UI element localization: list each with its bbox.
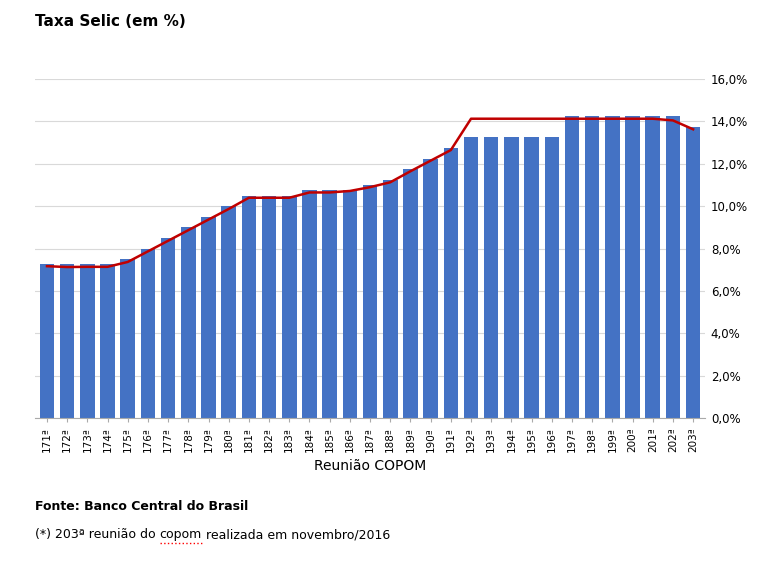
Bar [545,137,559,418]
Bar [222,206,236,418]
Bar [100,264,115,418]
Bar [80,264,95,418]
Text: Fonte: Banco Central do Brasil: Fonte: Banco Central do Brasil [35,500,248,513]
Bar [40,264,54,418]
Bar [161,238,175,418]
Bar [565,116,579,418]
Bar [322,190,337,418]
Bar [625,116,640,418]
Bar [141,249,155,418]
Text: (*) 203ª reunião do: (*) 203ª reunião do [35,528,160,541]
Text: realizada em novembro/2016: realizada em novembro/2016 [202,528,390,541]
Bar [423,159,438,418]
Bar [686,127,701,418]
Bar [181,228,195,418]
Bar [666,116,680,418]
Bar [343,190,357,418]
Bar [383,180,398,418]
Bar [443,148,458,418]
Bar [120,259,135,418]
Bar [585,116,599,418]
Bar [202,217,215,418]
Bar [504,137,518,418]
Bar [242,195,257,418]
Bar [403,169,418,418]
X-axis label: Reunião COPOM: Reunião COPOM [314,459,426,473]
Bar [363,185,377,418]
Bar [463,137,478,418]
Bar [302,190,317,418]
Text: Taxa Selic (em %): Taxa Selic (em %) [35,14,186,29]
Bar [484,137,498,418]
Bar [262,195,277,418]
Bar [525,137,539,418]
Bar [60,264,74,418]
Bar [605,116,620,418]
Bar [282,195,297,418]
Bar [646,116,660,418]
Text: copom: copom [160,528,202,541]
